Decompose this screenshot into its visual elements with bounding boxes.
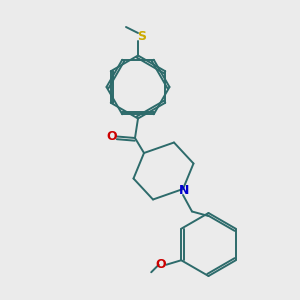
Text: O: O [106,130,117,143]
Text: S: S [137,29,146,43]
Text: O: O [155,258,166,271]
Text: N: N [179,184,190,197]
